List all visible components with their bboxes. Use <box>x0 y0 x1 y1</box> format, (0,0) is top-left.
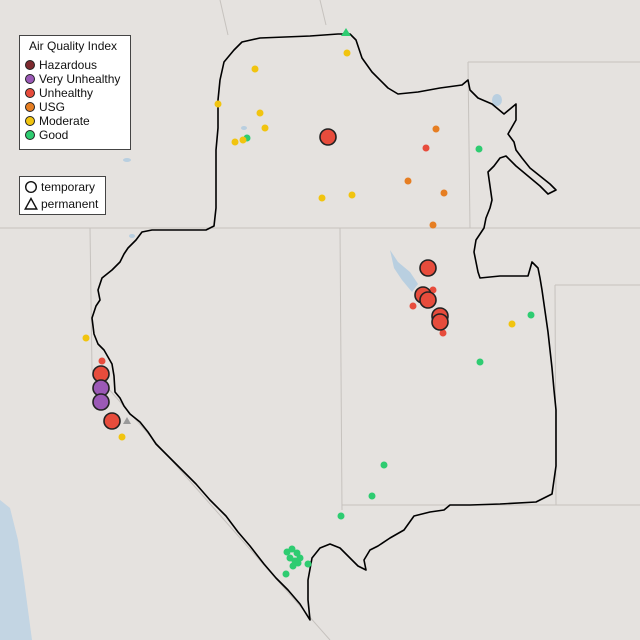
legend-label: Very Unhealthy <box>39 72 121 86</box>
very-unhealthy-swatch-icon <box>25 74 35 84</box>
shape-item-temporary: temporary <box>24 179 95 195</box>
legend-item-moderate: Moderate <box>25 114 90 128</box>
triangle-icon <box>24 197 38 210</box>
unhealthy-small-markers <box>98 144 447 365</box>
legend-item-usg: USG <box>25 100 65 114</box>
good-markers <box>243 28 535 578</box>
permanent-good-marker <box>341 28 351 36</box>
hazardous-swatch-icon <box>25 60 35 70</box>
legend-label: Moderate <box>39 114 90 128</box>
legend-item-very-unhealthy: Very Unhealthy <box>25 72 120 86</box>
legend-label: Good <box>39 128 69 142</box>
legend-item-good: Good <box>25 128 68 142</box>
legend-label: Unhealthy <box>39 86 94 100</box>
legend-item-hazardous: Hazardous <box>25 58 97 72</box>
aqi-legend: Air Quality Index Hazardous Very Unhealt… <box>19 35 131 150</box>
shape-label: temporary <box>41 180 96 194</box>
legend-label: USG <box>39 100 66 114</box>
ocean <box>0 500 32 640</box>
usg-swatch-icon <box>25 102 35 112</box>
shape-label: permanent <box>41 197 99 211</box>
shape-item-permanent: permanent <box>24 196 98 212</box>
region-outline <box>91 33 557 621</box>
unhealthy-large-markers <box>92 128 449 430</box>
shape-legend: temporary permanent <box>19 176 106 215</box>
permanent-marker <box>123 417 131 424</box>
legend-item-unhealthy: Unhealthy <box>25 86 93 100</box>
unhealthy-swatch-icon <box>25 88 35 98</box>
monitor-markers <box>82 28 535 578</box>
usg-markers <box>404 125 448 229</box>
legend-label: Hazardous <box>39 58 98 72</box>
circle-icon <box>24 180 38 194</box>
very-unhealthy-markers <box>92 379 110 411</box>
moderate-markers <box>82 49 516 441</box>
moderate-swatch-icon <box>25 116 35 126</box>
good-swatch-icon <box>25 130 35 140</box>
legend-title: Air Quality Index <box>29 39 118 53</box>
